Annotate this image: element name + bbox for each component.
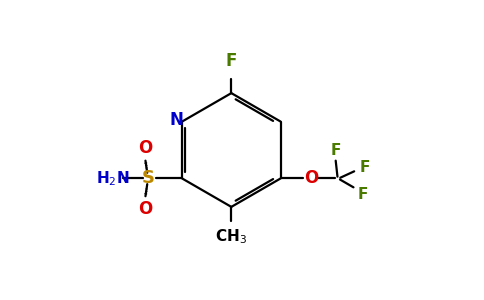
Text: F: F	[358, 187, 368, 202]
Text: F: F	[226, 52, 237, 70]
Text: N: N	[170, 111, 184, 129]
Text: F: F	[360, 160, 370, 175]
Text: O: O	[138, 200, 152, 218]
Text: S: S	[142, 169, 155, 188]
Text: F: F	[331, 142, 341, 158]
Text: H$_2$N: H$_2$N	[96, 169, 130, 188]
Text: O: O	[303, 169, 318, 188]
Text: O: O	[138, 139, 152, 157]
Text: CH$_3$: CH$_3$	[215, 228, 247, 246]
